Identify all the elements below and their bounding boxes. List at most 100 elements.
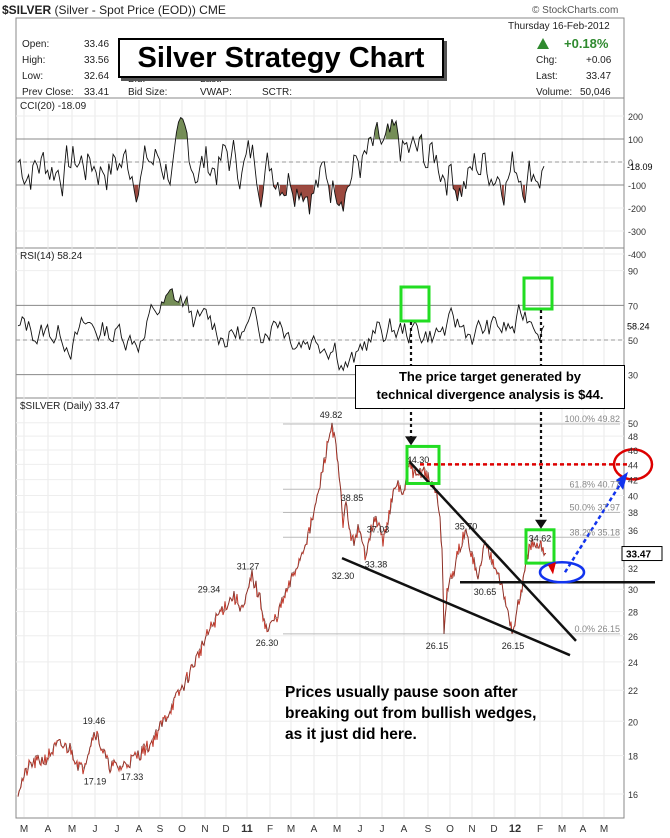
x-tick-label: A (401, 824, 408, 835)
target-note-line1: The price target generated by (398, 369, 582, 384)
price-label: 30.65 (474, 587, 497, 597)
price-label: 29.34 (198, 584, 221, 594)
price-bars (17, 422, 547, 797)
price-tick-label: 16 (628, 790, 638, 800)
cci-tick-label: -300 (628, 227, 646, 237)
open-label: Open: (22, 39, 50, 50)
price-tick-label: 36 (628, 526, 638, 536)
date-label: Thursday 16-Feb-2012 (508, 21, 610, 32)
price-title: $SILVER (Daily) 33.47 (20, 401, 120, 412)
price-tick-label: 48 (628, 432, 638, 442)
price-tick-label: 20 (628, 717, 638, 727)
exchange: CME (199, 3, 226, 17)
projection-arrow-icon (616, 471, 628, 490)
price-tick-label: 18 (628, 752, 638, 762)
x-tick-label: M (558, 824, 566, 835)
price-label: 26.30 (256, 638, 279, 648)
bid-size-label: Bid Size: (128, 87, 168, 98)
price-label: 44.30 (407, 455, 430, 465)
rsi-peak1-box (399, 285, 431, 323)
high-value: 33.56 (84, 55, 110, 66)
low-value: 32.64 (84, 71, 110, 82)
x-tick-label: A (136, 824, 143, 835)
cci-tick-label: -100 (628, 181, 646, 191)
x-tick-label: A (311, 824, 318, 835)
last-price-tag (621, 546, 663, 562)
high-label: High: (22, 55, 46, 66)
lower-wedge-line (341, 556, 571, 657)
volume-value: 50,046 (580, 87, 611, 98)
cci-tick-label: 0 (628, 158, 633, 168)
rsi-last-value: 58.24 (627, 322, 650, 332)
bid-label: Bid: (128, 74, 146, 85)
cci-oversold-fill (522, 185, 525, 203)
x-tick-label: 12 (509, 823, 521, 835)
x-tick-label: M (333, 824, 341, 835)
x-tick-label: D (490, 824, 497, 835)
x-tick-label: M (20, 824, 28, 835)
rsi-tick-label: 30 (628, 371, 638, 381)
cci-oversold-fill (501, 185, 504, 206)
rsi-tick-label: 50 (628, 336, 638, 346)
cci-tick-label: 200 (628, 112, 643, 122)
x-tick-label: A (45, 824, 52, 835)
wedge-note-line3: as it just did here. (285, 726, 417, 743)
price-tick-label: 42 (628, 476, 638, 486)
target-note-line2: technical divergence analysis is $44. (376, 387, 604, 402)
target-ellipse (612, 448, 654, 481)
cci-title: CCI(20) -18.09 (20, 101, 87, 112)
open-value: 33.46 (84, 39, 110, 50)
price-label: 38.85 (341, 493, 364, 503)
cci-line (17, 116, 545, 215)
x-tick-label: M (287, 824, 295, 835)
price-label: 34.62 (529, 534, 552, 544)
fib-level-label: 61.8% 40.77 (569, 479, 620, 489)
price-tick-label: 40 (628, 491, 638, 501)
price-label: 26.15 (502, 641, 525, 651)
x-tick-label: J (115, 824, 120, 835)
change-pct: +0.18% (564, 36, 609, 51)
x-tick-label: S (425, 824, 432, 835)
x-tick-label: N (201, 824, 208, 835)
connector-arrow-icon (405, 436, 417, 446)
price-tick-label: 24 (628, 658, 638, 668)
symbol-description: (Silver - Spot Price (EOD)) (54, 3, 196, 17)
wedge-note-line1: Prices usually pause soon after (285, 684, 518, 701)
x-tick-label: S (157, 824, 164, 835)
cci-last-value: -18.09 (627, 162, 653, 172)
vwap-label: VWAP: (200, 87, 232, 98)
chg-value: +0.06 (586, 55, 612, 66)
connector-arrow-icon (535, 519, 547, 529)
x-tick-label: F (537, 824, 543, 835)
price-label: 32.30 (332, 571, 355, 581)
x-tick-label: 11 (241, 823, 253, 835)
price-label: 26.15 (426, 641, 449, 651)
low-label: Low: (22, 71, 44, 82)
rsi-tick-label: 70 (628, 301, 638, 311)
target-annotation: The price target generated by technical … (355, 365, 625, 409)
pullback-arrow-icon (548, 562, 556, 575)
prev-close-label: Prev Close: (22, 87, 74, 98)
x-tick-label: O (446, 824, 454, 835)
price-tick-label: 50 (628, 419, 638, 429)
x-tick-label: F (267, 824, 273, 835)
x-tick-label: J (93, 824, 98, 835)
prev-close-value: 33.41 (84, 87, 110, 98)
volume-label: Volume: (536, 87, 573, 98)
x-tick-label: O (178, 824, 186, 835)
upper-wedge-line (409, 461, 577, 642)
price-label: 49.82 (320, 410, 343, 420)
chg-label: Chg: (536, 55, 558, 66)
up-triangle-icon (537, 38, 549, 49)
projection-line (563, 474, 628, 573)
cci-overbought-fill (176, 117, 187, 139)
x-tick-label: N (468, 824, 475, 835)
cci-oversold-fill (258, 185, 263, 208)
x-tick-label: J (358, 824, 363, 835)
price-tick-label: 26 (628, 632, 638, 642)
price-tick-label: 28 (628, 608, 638, 618)
rsi-title: RSI(14) 58.24 (20, 251, 83, 262)
price-peak2-box (524, 528, 556, 565)
x-tick-label: M (68, 824, 76, 835)
